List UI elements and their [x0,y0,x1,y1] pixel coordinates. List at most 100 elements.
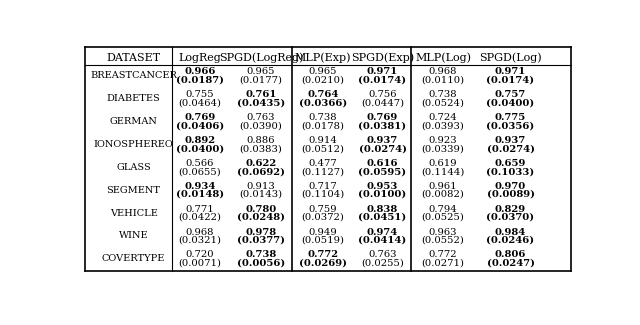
Text: 0.914: 0.914 [308,136,337,145]
Text: 0.619: 0.619 [429,159,458,168]
Text: 0.886: 0.886 [247,136,275,145]
Text: 0.622: 0.622 [245,159,276,168]
Text: 0.965: 0.965 [308,67,337,76]
Text: 0.838: 0.838 [367,205,398,214]
Text: 0.566: 0.566 [186,159,214,168]
Text: GLASS: GLASS [116,163,151,172]
Text: (0.0247): (0.0247) [486,259,534,268]
Text: (0.0148): (0.0148) [176,190,224,199]
Text: 0.970: 0.970 [495,182,526,191]
Text: (0.0356): (0.0356) [486,121,534,130]
Text: (0.1127): (0.1127) [301,167,344,176]
Text: 0.738: 0.738 [308,113,337,122]
Text: 0.968: 0.968 [429,67,458,76]
Text: (0.0383): (0.0383) [239,144,282,153]
Text: SEGMENT: SEGMENT [107,186,161,195]
Text: (0.0174): (0.0174) [358,75,406,84]
Text: 0.966: 0.966 [184,67,216,76]
Text: 0.923: 0.923 [429,136,458,145]
Text: (0.0274): (0.0274) [358,144,406,153]
Text: 0.974: 0.974 [367,227,398,237]
Text: (0.0248): (0.0248) [237,213,285,222]
Text: (0.0366): (0.0366) [299,98,347,107]
Text: (0.0110): (0.0110) [422,75,465,84]
Text: MLP(Log): MLP(Log) [415,53,471,63]
Text: 0.724: 0.724 [429,113,458,122]
Text: IONOSPHEREO: IONOSPHEREO [93,140,173,149]
Text: 0.720: 0.720 [186,251,214,259]
Text: 0.769: 0.769 [184,113,216,122]
Text: (0.0692): (0.0692) [237,167,285,176]
Text: (0.1144): (0.1144) [421,167,465,176]
Text: (0.0143): (0.0143) [239,190,283,199]
Text: 0.717: 0.717 [308,182,337,191]
Text: 0.738: 0.738 [245,251,276,259]
Text: (0.0512): (0.0512) [301,144,344,153]
Text: (0.0422): (0.0422) [179,213,221,222]
Text: 0.477: 0.477 [308,159,337,168]
Text: DIABETES: DIABETES [107,94,161,103]
Text: 0.780: 0.780 [245,205,276,214]
Text: (0.0464): (0.0464) [179,98,221,107]
Text: 0.968: 0.968 [186,227,214,237]
Text: (0.0525): (0.0525) [422,213,465,222]
Text: (0.1033): (0.1033) [486,167,534,176]
Text: (0.0321): (0.0321) [179,236,221,245]
Text: (0.0255): (0.0255) [361,259,404,268]
Text: SPGD(Exp): SPGD(Exp) [351,53,414,63]
Text: 0.984: 0.984 [495,227,526,237]
Text: 0.616: 0.616 [367,159,398,168]
Text: (0.0414): (0.0414) [358,236,406,245]
Text: (0.0177): (0.0177) [239,75,282,84]
Text: 0.892: 0.892 [184,136,216,145]
Text: 0.755: 0.755 [186,90,214,99]
Text: 0.963: 0.963 [429,227,458,237]
Text: 0.949: 0.949 [308,227,337,237]
Text: 0.763: 0.763 [368,251,397,259]
Text: 0.937: 0.937 [495,136,526,145]
Text: (0.0178): (0.0178) [301,121,344,130]
Text: 0.913: 0.913 [246,182,275,191]
Text: (0.1104): (0.1104) [301,190,345,199]
Text: SPGD(LogReg): SPGD(LogReg) [219,53,303,63]
Text: 0.659: 0.659 [495,159,526,168]
Text: (0.0174): (0.0174) [486,75,534,84]
Text: 0.738: 0.738 [429,90,458,99]
Text: (0.0552): (0.0552) [422,236,465,245]
Text: (0.0393): (0.0393) [422,121,465,130]
Text: (0.0381): (0.0381) [358,121,406,130]
Text: (0.0447): (0.0447) [361,98,404,107]
Text: (0.0519): (0.0519) [301,236,344,245]
Text: 0.934: 0.934 [184,182,216,191]
Text: (0.0100): (0.0100) [358,190,406,199]
Text: 0.757: 0.757 [495,90,526,99]
Text: GERMAN: GERMAN [109,117,157,126]
Text: 0.971: 0.971 [367,67,398,76]
Text: (0.0524): (0.0524) [422,98,465,107]
Text: 0.965: 0.965 [247,67,275,76]
Text: MLP(Exp): MLP(Exp) [295,53,351,63]
Text: (0.0210): (0.0210) [301,75,344,84]
Text: 0.761: 0.761 [245,90,276,99]
Text: VEHICLE: VEHICLE [109,209,157,217]
Text: (0.0370): (0.0370) [486,213,534,222]
Text: (0.0400): (0.0400) [486,98,534,107]
Text: (0.0274): (0.0274) [486,144,534,153]
Text: (0.0595): (0.0595) [358,167,406,176]
Text: LogReg: LogReg [179,53,221,63]
Text: 0.764: 0.764 [307,90,339,99]
Text: 0.953: 0.953 [367,182,398,191]
Text: 0.829: 0.829 [495,205,526,214]
Text: 0.937: 0.937 [367,136,398,145]
Text: (0.0246): (0.0246) [486,236,534,245]
Text: 0.772: 0.772 [307,251,339,259]
Text: 0.759: 0.759 [308,205,337,214]
Text: (0.0056): (0.0056) [237,259,285,268]
Text: (0.0655): (0.0655) [179,167,221,176]
Text: 0.971: 0.971 [495,67,526,76]
Text: 0.756: 0.756 [368,90,397,99]
Text: SPGD(Log): SPGD(Log) [479,53,542,63]
Text: 0.961: 0.961 [429,182,458,191]
Text: 0.775: 0.775 [495,113,526,122]
Text: WINE: WINE [119,231,148,240]
